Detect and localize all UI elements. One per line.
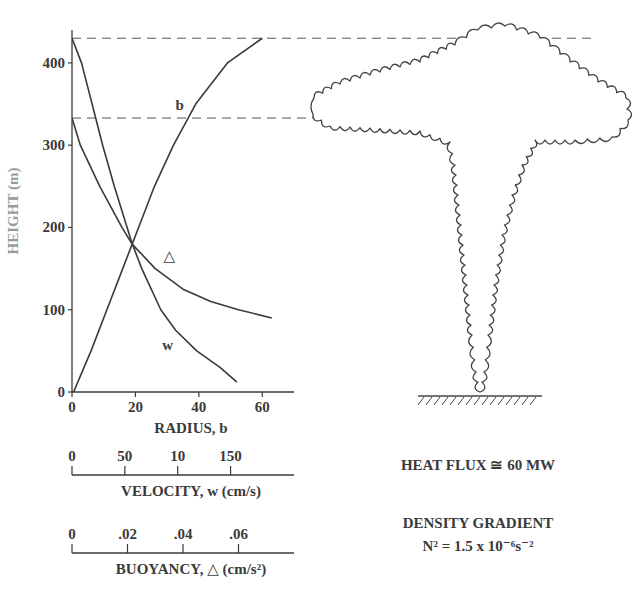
x2-tick-label: 50 (117, 448, 132, 464)
ground-hatch (506, 397, 512, 405)
x3-tick (127, 544, 128, 553)
ground-hatch (434, 397, 440, 405)
y-tick-label: 200 (43, 219, 66, 235)
annotation: DENSITY GRADIENT (403, 515, 554, 531)
x3-tick-label: .02 (118, 526, 137, 542)
x2-axis-line (72, 474, 294, 475)
curve-label: △ (163, 248, 175, 264)
ground-hatch (474, 397, 480, 405)
y-tick-label: 300 (43, 137, 66, 153)
ground-hatch (522, 397, 528, 405)
x2-tick-label: 150 (219, 448, 242, 464)
y-tick (68, 227, 72, 228)
curve (72, 38, 237, 382)
ground-hatch (530, 397, 536, 405)
ground-hatch (482, 397, 488, 405)
x-tick-label: 40 (191, 399, 206, 415)
y-axis-title: HEIGHT (m) (5, 168, 22, 255)
curve (74, 38, 263, 392)
x3-tick (182, 544, 183, 553)
x-axis-line (72, 391, 294, 392)
x-tick-label: 60 (255, 399, 270, 415)
x-tick (135, 392, 136, 397)
x2-tick (177, 466, 178, 475)
ground-hatch (458, 397, 464, 405)
ground-hatch (490, 397, 496, 405)
annotation: N² = 1.5 x 10⁻⁶s⁻² (423, 538, 534, 554)
x2-tick (124, 466, 125, 475)
x-tick (71, 392, 72, 397)
curves (72, 38, 272, 392)
x2-tick-label: 0 (68, 448, 76, 464)
x2-tick (230, 466, 231, 475)
x3-tick-label: .04 (174, 526, 193, 542)
x3-tick-label: .06 (229, 526, 248, 542)
x-tick (262, 392, 263, 397)
ground-hatch (442, 397, 448, 405)
ground-hatch (450, 397, 456, 405)
y-tick (68, 145, 72, 146)
y-tick (68, 309, 72, 310)
ground (418, 395, 542, 396)
x-axis-title: RADIUS, b (154, 420, 227, 436)
x2-tick (71, 466, 72, 475)
ground-hatch (466, 397, 472, 405)
chart: 0100200300400HEIGHT (m)0204060RADIUS, b0… (0, 0, 641, 590)
x2-axis-title: VELOCITY, w (cm/s) (121, 483, 261, 500)
plume (311, 23, 632, 392)
ground-hatch (418, 397, 424, 405)
x-tick-label: 0 (68, 399, 76, 415)
y-tick (68, 62, 72, 63)
x3-axis-title: BUOYANCY, △ (cm/s²) (116, 561, 266, 578)
x3-tick (238, 544, 239, 553)
reference-line (72, 118, 316, 119)
ground-hatch (426, 397, 432, 405)
x3-tick-label: 0 (68, 526, 76, 542)
y-tick-label: 100 (43, 302, 66, 318)
x2-tick-label: 10 (170, 448, 185, 464)
curve-label: b (176, 97, 184, 113)
x-tick-label: 20 (128, 399, 143, 415)
curve (72, 118, 272, 318)
y-tick-label: 0 (58, 384, 66, 400)
y-axis-line (71, 30, 72, 392)
x3-tick (71, 544, 72, 553)
ground-hatch (514, 397, 520, 405)
x-tick (198, 392, 199, 397)
annotation: HEAT FLUX ≅ 60 MW (401, 457, 555, 473)
curve-label: w (162, 337, 173, 353)
ground-hatch (498, 397, 504, 405)
y-tick-label: 400 (43, 55, 66, 71)
